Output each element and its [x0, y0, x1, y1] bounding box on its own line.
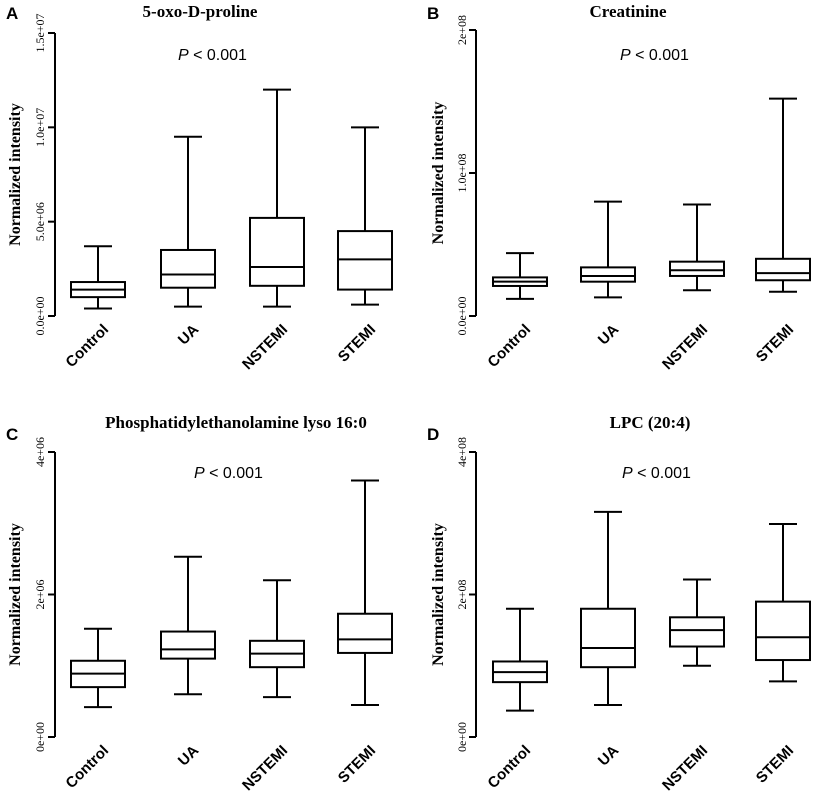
iqr-box: [755, 257, 811, 282]
box-stemi: [755, 97, 811, 293]
panel-letter: C: [6, 425, 18, 444]
x-tick-label: Control: [484, 742, 534, 792]
y-axis-label: Normalized intensity: [430, 523, 447, 666]
iqr-box: [160, 630, 216, 660]
box-nstemi: [669, 578, 725, 667]
p-value-annotation: P < 0.001: [194, 465, 263, 482]
box-stemi: [337, 126, 393, 306]
x-tick-label: STEMI: [753, 742, 797, 786]
y-tick-label: 4e+08: [455, 437, 469, 467]
x-tick-label: Control: [62, 742, 112, 792]
y-axis-label: Normalized intensity: [7, 103, 24, 246]
panel-letter: A: [6, 4, 18, 23]
panel-d: D LPC (20:4) P < 0.001 Normalized intensity…: [427, 413, 811, 794]
x-tick-label: NSTEMI: [659, 321, 711, 373]
y-tick-label: 4e+06: [33, 437, 47, 467]
x-tick-label: UA: [175, 742, 202, 769]
x-tick-label: STEMI: [753, 321, 797, 365]
box-nstemi: [249, 88, 305, 308]
box-nstemi: [249, 579, 305, 699]
panel-letter: D: [427, 425, 439, 444]
box-stemi: [337, 479, 393, 706]
panel-b: B Creatinine P < 0.001 Normalized intensity…: [427, 2, 811, 373]
panel-letter: B: [427, 4, 439, 23]
box-stemi: [755, 522, 811, 683]
y-tick-label: 5.0e+06: [33, 202, 47, 241]
box-ua: [580, 200, 636, 299]
iqr-box: [755, 600, 811, 662]
x-tick-label: NSTEMI: [239, 321, 291, 373]
y-tick-label: 1.0e+08: [455, 153, 469, 192]
panel-a: A 5-oxo-D-proline P < 0.001 Normalized inte…: [6, 2, 393, 373]
chart-title: Phosphatidylethanolamine lyso 16:0: [105, 413, 367, 432]
y-axis-label: Normalized intensity: [7, 523, 24, 666]
chart-title: 5-oxo-D-proline: [143, 2, 258, 21]
y-tick-label: 2e+06: [33, 579, 47, 609]
panel-c: C Phosphatidylethanolamine lyso 16:0 P < 0…: [6, 413, 393, 794]
iqr-box: [580, 607, 636, 669]
x-tick-label: NSTEMI: [239, 742, 291, 794]
iqr-box: [337, 612, 393, 654]
box-control: [70, 245, 126, 310]
iqr-box: [580, 266, 636, 283]
iqr-box: [669, 616, 725, 648]
p-value-annotation: P < 0.001: [620, 47, 689, 64]
box-control: [70, 627, 126, 709]
box-control: [492, 252, 548, 300]
box-control: [492, 607, 548, 712]
y-axis-label: Normalized intensity: [430, 102, 447, 245]
x-tick-label: STEMI: [335, 742, 379, 786]
iqr-box: [160, 248, 216, 289]
chart-title: LPC (20:4): [610, 413, 691, 432]
x-tick-label: Control: [484, 321, 534, 371]
box-ua: [580, 510, 636, 706]
box-ua: [160, 555, 216, 696]
x-tick-label: STEMI: [335, 321, 379, 365]
y-tick-label: 0e+00: [33, 722, 47, 752]
y-tick-label: 0.0e+00: [33, 296, 47, 335]
p-value-annotation: P < 0.001: [622, 465, 691, 482]
y-tick-label: 0e+00: [455, 722, 469, 752]
y-tick-label: 2e+08: [455, 579, 469, 609]
p-value-annotation: P < 0.001: [178, 47, 247, 64]
y-tick-label: 1.5e+07: [33, 13, 47, 52]
x-tick-label: UA: [595, 742, 622, 769]
iqr-box: [669, 260, 725, 277]
box-nstemi: [669, 203, 725, 292]
chart-title: Creatinine: [589, 2, 667, 21]
x-tick-label: UA: [175, 321, 202, 348]
iqr-box: [249, 216, 305, 287]
box-ua: [160, 135, 216, 308]
x-tick-label: Control: [62, 321, 112, 371]
x-tick-label: UA: [595, 321, 622, 348]
x-tick-label: NSTEMI: [659, 742, 711, 794]
y-tick-label: 1.0e+07: [33, 108, 47, 147]
y-tick-label: 2e+08: [455, 15, 469, 45]
y-tick-label: 0.0e+00: [455, 296, 469, 335]
